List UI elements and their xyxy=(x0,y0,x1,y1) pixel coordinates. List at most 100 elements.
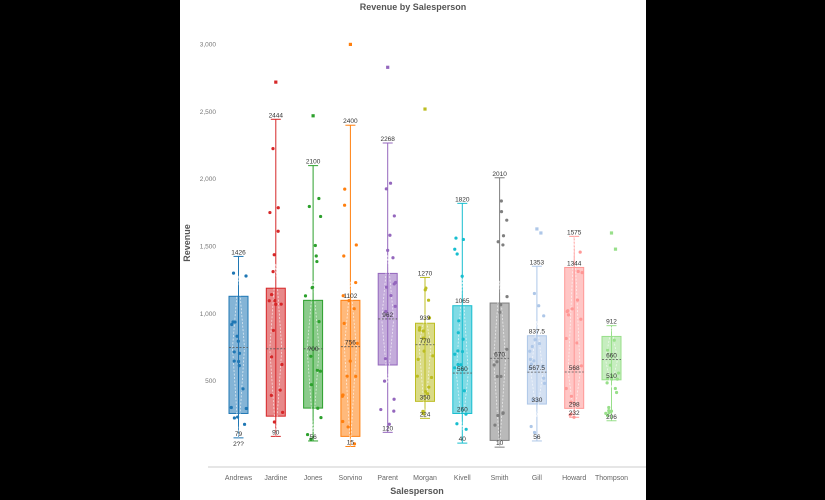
data-point xyxy=(426,298,431,302)
box-value-label: 56 xyxy=(533,434,541,441)
data-point xyxy=(537,304,541,308)
data-point xyxy=(274,302,278,306)
data-point xyxy=(529,362,534,366)
data-point xyxy=(391,256,395,260)
data-point xyxy=(313,243,317,248)
data-point xyxy=(355,341,359,345)
box-value-label: 568 xyxy=(569,365,580,372)
data-point xyxy=(455,422,459,426)
data-point xyxy=(453,366,457,370)
data-point xyxy=(530,344,534,349)
box-value-label: 1344 xyxy=(567,260,582,267)
box-iqr xyxy=(415,322,435,402)
data-point xyxy=(276,206,280,210)
data-point xyxy=(354,280,358,285)
box-iqr xyxy=(526,335,547,405)
box-value-label: 560 xyxy=(457,366,468,373)
data-point xyxy=(459,363,463,367)
data-point xyxy=(565,309,569,314)
data-point xyxy=(575,298,580,302)
data-point xyxy=(268,210,272,215)
category-label: Kivell xyxy=(454,475,471,482)
data-point xyxy=(387,422,391,426)
data-point xyxy=(318,214,323,219)
y-tick-label: 3,000 xyxy=(200,41,217,48)
data-point xyxy=(383,357,388,361)
data-point xyxy=(340,394,345,398)
data-point xyxy=(608,363,613,367)
data-point xyxy=(609,409,614,413)
box-notch xyxy=(306,280,320,432)
data-point xyxy=(309,383,313,387)
data-point xyxy=(244,274,248,278)
data-point xyxy=(605,348,610,352)
data-point xyxy=(614,390,619,395)
box-value-label: 15 xyxy=(347,439,355,446)
data-point xyxy=(416,357,420,361)
data-point xyxy=(347,298,351,303)
box-notch xyxy=(381,255,395,384)
data-point xyxy=(314,254,318,258)
box-smith: 2010 670 10 xyxy=(489,171,510,448)
data-point xyxy=(610,374,614,378)
data-point xyxy=(241,387,245,391)
data-point xyxy=(311,285,315,289)
box-sorvino: 2400 1102 756 15 xyxy=(340,118,361,447)
data-point xyxy=(348,359,352,363)
data-point xyxy=(233,320,237,324)
box-iqr xyxy=(228,295,249,414)
data-point xyxy=(388,181,393,185)
box-value-label: 912 xyxy=(606,319,617,326)
data-point xyxy=(461,237,465,242)
outlier-point xyxy=(386,65,390,69)
box-value-label: 56 xyxy=(309,434,317,441)
box-notch xyxy=(493,280,507,448)
box-value-label: 1426 xyxy=(231,249,246,256)
data-point xyxy=(460,274,464,278)
box-value-label: 2010 xyxy=(492,171,507,178)
data-point xyxy=(384,309,388,314)
data-point xyxy=(528,366,532,370)
y-tick-label: 2,500 xyxy=(200,109,217,116)
data-point xyxy=(533,338,537,342)
data-point xyxy=(569,400,573,404)
data-point xyxy=(498,310,502,314)
data-point xyxy=(242,422,247,426)
data-point xyxy=(273,299,277,303)
data-point xyxy=(532,291,537,296)
data-point xyxy=(542,381,547,385)
category-label: Parent xyxy=(377,475,398,482)
box-kivell: 1820 1065 560 260 40 xyxy=(452,196,473,444)
data-point xyxy=(529,424,533,429)
box-notch xyxy=(530,321,544,417)
data-point xyxy=(271,147,275,151)
box-value-label: 40 xyxy=(459,436,467,443)
data-point xyxy=(318,369,323,373)
data-point xyxy=(315,368,319,372)
box-value-label: 260 xyxy=(457,406,468,413)
data-point xyxy=(455,252,459,256)
data-point xyxy=(237,363,241,368)
data-point xyxy=(423,389,428,394)
data-point xyxy=(579,364,583,368)
box-value-label: 660 xyxy=(606,353,617,360)
data-point xyxy=(343,187,347,191)
data-point xyxy=(607,405,611,410)
data-point xyxy=(421,329,425,333)
data-point xyxy=(317,196,321,201)
data-point xyxy=(389,293,393,298)
data-point xyxy=(237,351,242,355)
data-point xyxy=(457,319,461,323)
data-point xyxy=(462,389,466,393)
outlier-point xyxy=(539,231,543,235)
data-point xyxy=(499,210,504,214)
data-point xyxy=(605,381,609,385)
data-point xyxy=(392,214,396,218)
box-value-label: 1353 xyxy=(530,259,545,266)
box-value-label: 2100 xyxy=(306,159,321,166)
data-point xyxy=(341,419,345,424)
data-point xyxy=(379,407,383,412)
data-point xyxy=(423,288,427,292)
data-point xyxy=(542,376,546,380)
data-point xyxy=(244,406,248,411)
